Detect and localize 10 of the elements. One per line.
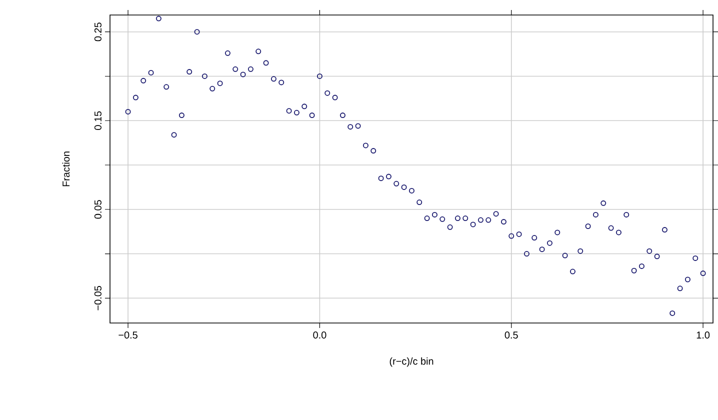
y-tick-label: −0.05	[94, 286, 102, 310]
y-tick-label: 0.25	[94, 22, 102, 42]
x-tick-label: 0.5	[504, 332, 518, 339]
x-tick-label: −0.5	[118, 332, 138, 339]
y-axis-title: Fraction	[62, 152, 70, 186]
x-axis-title: (r−c)/c bin	[390, 357, 434, 367]
x-tick-label: 1.0	[696, 332, 710, 339]
y-tick-label: 0.15	[94, 111, 102, 130]
x-tick-label: 0.0	[313, 332, 326, 339]
y-tick-label: 0.05	[94, 200, 102, 219]
